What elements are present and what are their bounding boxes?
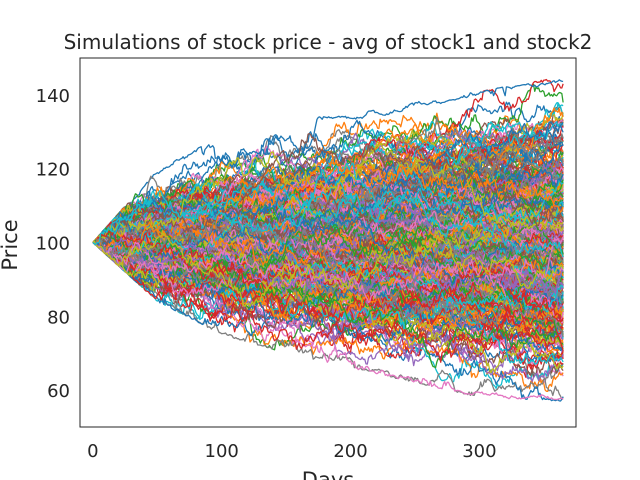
y-tick-label: 60 [47,381,70,402]
simulation-line [92,232,564,308]
x-tick-label: 300 [462,441,496,462]
simulation-lines [92,78,564,402]
x-tick-label: 200 [333,441,367,462]
simulation-line [92,216,564,283]
simulation-line [92,240,564,401]
y-tick-label: 80 [47,307,70,328]
simulation-line [92,143,564,243]
x-axis-ticks: 0 100 200 300 [87,441,496,462]
simulation-line [92,150,564,257]
y-tick-label: 100 [36,234,70,255]
simulation-line [92,231,564,323]
simulation-line [92,132,564,249]
y-axis-label: Price [0,219,22,270]
x-tick-label: 0 [87,441,98,462]
simulation-line [92,79,564,248]
simulation-line [92,225,564,281]
simulation-line [92,236,564,295]
simulation-line [92,221,564,282]
y-tick-label: 140 [36,86,70,107]
x-tick-label: 100 [205,441,239,462]
chart-title: Simulations of stock price - avg of stoc… [64,30,593,54]
x-axis-label: Days [302,468,354,480]
y-axis-ticks: 60 80 100 120 140 [36,86,70,402]
simulation-line [92,162,564,258]
y-tick-label: 120 [36,160,70,181]
simulation-line [92,241,564,363]
plot-frame [79,57,577,428]
simulation-line [92,163,564,244]
